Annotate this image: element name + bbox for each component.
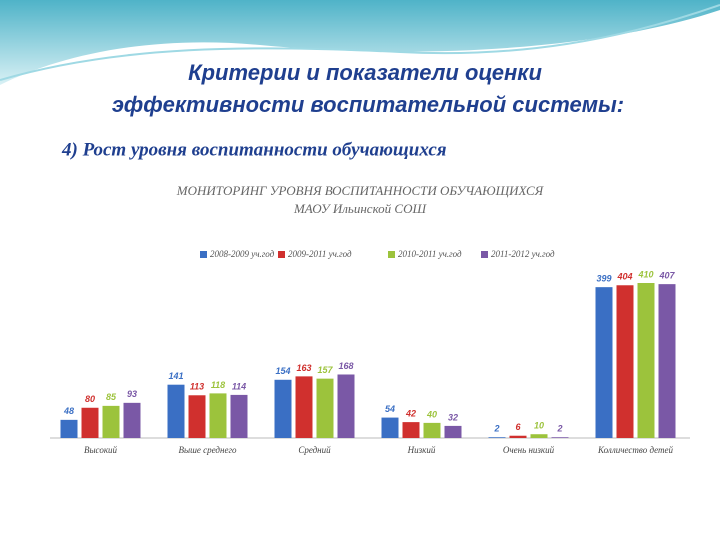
- bar: [188, 395, 206, 438]
- bar: [444, 425, 462, 438]
- legend-swatch: [278, 251, 285, 258]
- slide-title: Критерии и показатели оценки: [188, 60, 542, 85]
- bar: [423, 422, 441, 438]
- x-tick-label: Очень низкий: [503, 445, 555, 455]
- x-tick-label: Высокий: [84, 445, 118, 455]
- value-label: 10: [534, 421, 544, 431]
- value-label: 42: [405, 408, 416, 418]
- bar: [595, 287, 613, 438]
- bar: [530, 434, 548, 438]
- value-label: 48: [63, 406, 74, 416]
- value-label: 32: [448, 412, 458, 422]
- value-label: 113: [190, 382, 204, 392]
- chart-subtitle: МАОУ Ильинской СОШ: [293, 201, 427, 216]
- value-label: 141: [168, 371, 183, 381]
- legend-swatch: [200, 251, 207, 258]
- legend-swatch: [481, 251, 488, 258]
- bar: [81, 407, 99, 438]
- bar: [337, 374, 355, 438]
- value-label: 85: [106, 392, 117, 402]
- bar: [551, 437, 569, 438]
- x-tick-label: Средний: [298, 445, 331, 455]
- legend-label: 2010-2011 уч.год: [398, 249, 462, 259]
- value-label: 114: [232, 381, 246, 391]
- slide-subtitle: 4) Рост уровня воспитанности обучающихся: [61, 139, 447, 160]
- legend-label: 2009-2011 уч.год: [288, 249, 352, 259]
- wave-line: [0, 4, 720, 81]
- chart-title: МОНИТОРИНГ УРОВНЯ ВОСПИТАННОСТИ ОБУЧАЮЩИ…: [176, 183, 545, 198]
- bar: [616, 285, 634, 438]
- slide-title: эффективности воспитательной системы:: [112, 92, 624, 117]
- x-tick-label: Низкий: [407, 445, 436, 455]
- value-label: 154: [275, 366, 290, 376]
- value-label: 163: [296, 363, 311, 373]
- value-label: 404: [616, 272, 632, 282]
- value-label: 40: [426, 409, 437, 419]
- bar: [274, 379, 292, 438]
- value-label: 80: [85, 394, 95, 404]
- bar: [167, 384, 185, 438]
- bar: [230, 394, 248, 438]
- legend-swatch: [388, 251, 395, 258]
- value-label: 168: [338, 361, 353, 371]
- bar: [381, 417, 399, 438]
- legend-label: 2008-2009 уч.год: [210, 249, 275, 259]
- bar: [123, 402, 141, 438]
- value-label: 157: [317, 365, 333, 375]
- value-label: 2: [556, 424, 562, 434]
- value-label: 6: [515, 422, 521, 432]
- header-wave: [0, 0, 720, 85]
- x-tick-label: Колличество детей: [597, 445, 673, 455]
- legend-label: 2011-2012 уч.год: [491, 249, 555, 259]
- value-label: 2: [493, 424, 499, 434]
- value-label: 407: [658, 271, 675, 281]
- value-label: 54: [385, 404, 395, 414]
- bar: [637, 283, 655, 438]
- bar: [316, 378, 334, 438]
- bar: [295, 376, 313, 438]
- value-label: 399: [596, 274, 611, 284]
- value-label: 93: [127, 389, 137, 399]
- x-tick-label: Выше среднего: [179, 445, 237, 455]
- value-label: 118: [211, 380, 225, 390]
- bar: [658, 284, 676, 438]
- bar: [488, 437, 506, 438]
- bar: [209, 393, 227, 438]
- value-label: 410: [637, 269, 653, 279]
- bar: [509, 435, 527, 438]
- bar: [60, 419, 78, 438]
- bar: [402, 422, 420, 438]
- bar: [102, 405, 120, 438]
